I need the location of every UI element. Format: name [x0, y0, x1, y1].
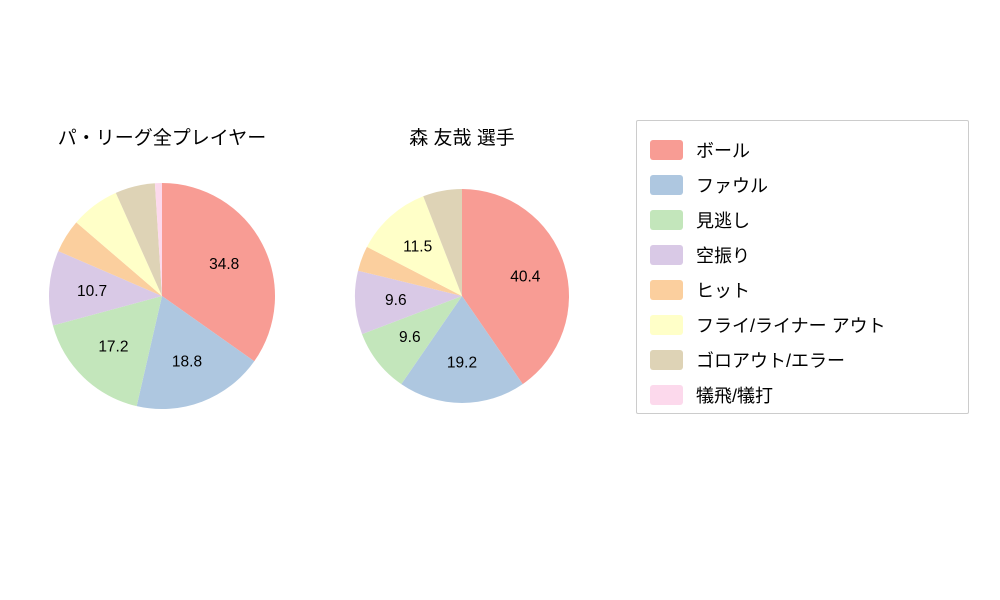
legend-label-4: ヒット [696, 280, 750, 301]
legend-label-3: 空振り [696, 245, 750, 266]
legend-item-4: ヒット [650, 272, 968, 307]
legend-item-7: 犠飛/犠打 [650, 377, 968, 412]
legend-item-5: フライ/ライナー アウト [650, 307, 968, 342]
pie-slice-5 [76, 192, 162, 296]
pie-value-label-3: 10.7 [77, 283, 107, 300]
pie-slice-6 [115, 183, 162, 296]
pie-slice-6 [423, 189, 462, 296]
pie-slice-5 [366, 196, 462, 296]
pie-value-label-2: 9.6 [399, 329, 421, 346]
legend-swatch-5 [650, 314, 683, 335]
legend-label-6: ゴロアウト/エラー [696, 350, 846, 371]
legend-swatch-4 [650, 279, 683, 300]
legend-label-0: ボール [696, 140, 750, 161]
legend: ボールファウル見逃し空振りヒットフライ/ライナー アウト ゴロアウト/エラー 犠飛/… [636, 120, 969, 414]
pie-slice-4 [358, 246, 462, 296]
pie-value-label-1: 19.2 [447, 354, 477, 371]
pie-league-svg: 34.8 18.8 17.2 10.7 [48, 182, 276, 409]
pie-value-label-3: 9.6 [385, 292, 407, 309]
legend-item-3: 空振り [650, 237, 968, 272]
legend-item-1: ファウル [650, 167, 968, 202]
legend-swatch-3 [650, 244, 683, 265]
legend-swatch-2 [650, 209, 683, 230]
pie-slice-3 [48, 251, 162, 326]
pie-slice-4 [58, 222, 162, 296]
legend-item-0: ボール [650, 132, 968, 167]
legend-swatch-1 [650, 174, 683, 195]
chart-title-league: パ・リーグ全プレイヤー [57, 128, 267, 149]
pie-value-label-1: 18.8 [172, 354, 202, 371]
pie-value-label-2: 17.2 [98, 339, 128, 356]
pie-chart-league-all-players: パ・リーグ全プレイヤー 34.8 18.8 17.2 10.7 [9, 122, 315, 424]
pie-slice-0 [162, 183, 276, 362]
pie-chart-player-mori: 森 友哉 選手 40.4 19.2 9.6 9.6 11.5 [309, 122, 615, 424]
pie-player-svg: 40.4 19.2 9.6 9.6 11.5 [355, 189, 570, 404]
legend-label-1: ファウル [696, 175, 768, 196]
pie-value-label-0: 40.4 [510, 268, 541, 285]
pie-slice-2 [52, 296, 162, 407]
pie-slice-0 [462, 189, 570, 385]
legend-swatch-0 [650, 139, 683, 160]
pie-slice-2 [362, 296, 462, 385]
pie-value-label-5: 11.5 [403, 239, 432, 256]
legend-label-7: 犠飛/犠打 [696, 385, 774, 406]
pie-slice-1 [401, 296, 523, 404]
legend-item-2: 見逃し [650, 202, 968, 237]
pie-slice-1 [136, 296, 255, 409]
legend-swatch-7 [650, 384, 683, 405]
legend-swatch-6 [650, 349, 683, 370]
legend-label-2: 見逃し [696, 210, 750, 231]
pie-value-label-0: 34.8 [209, 256, 239, 273]
chart-title-player: 森 友哉 選手 [409, 128, 515, 149]
legend-item-6: ゴロアウト/エラー [650, 342, 968, 377]
legend-label-5: フライ/ライナー アウト [696, 315, 886, 336]
pie-slice-3 [355, 270, 462, 335]
pie-slice-7 [154, 182, 162, 296]
